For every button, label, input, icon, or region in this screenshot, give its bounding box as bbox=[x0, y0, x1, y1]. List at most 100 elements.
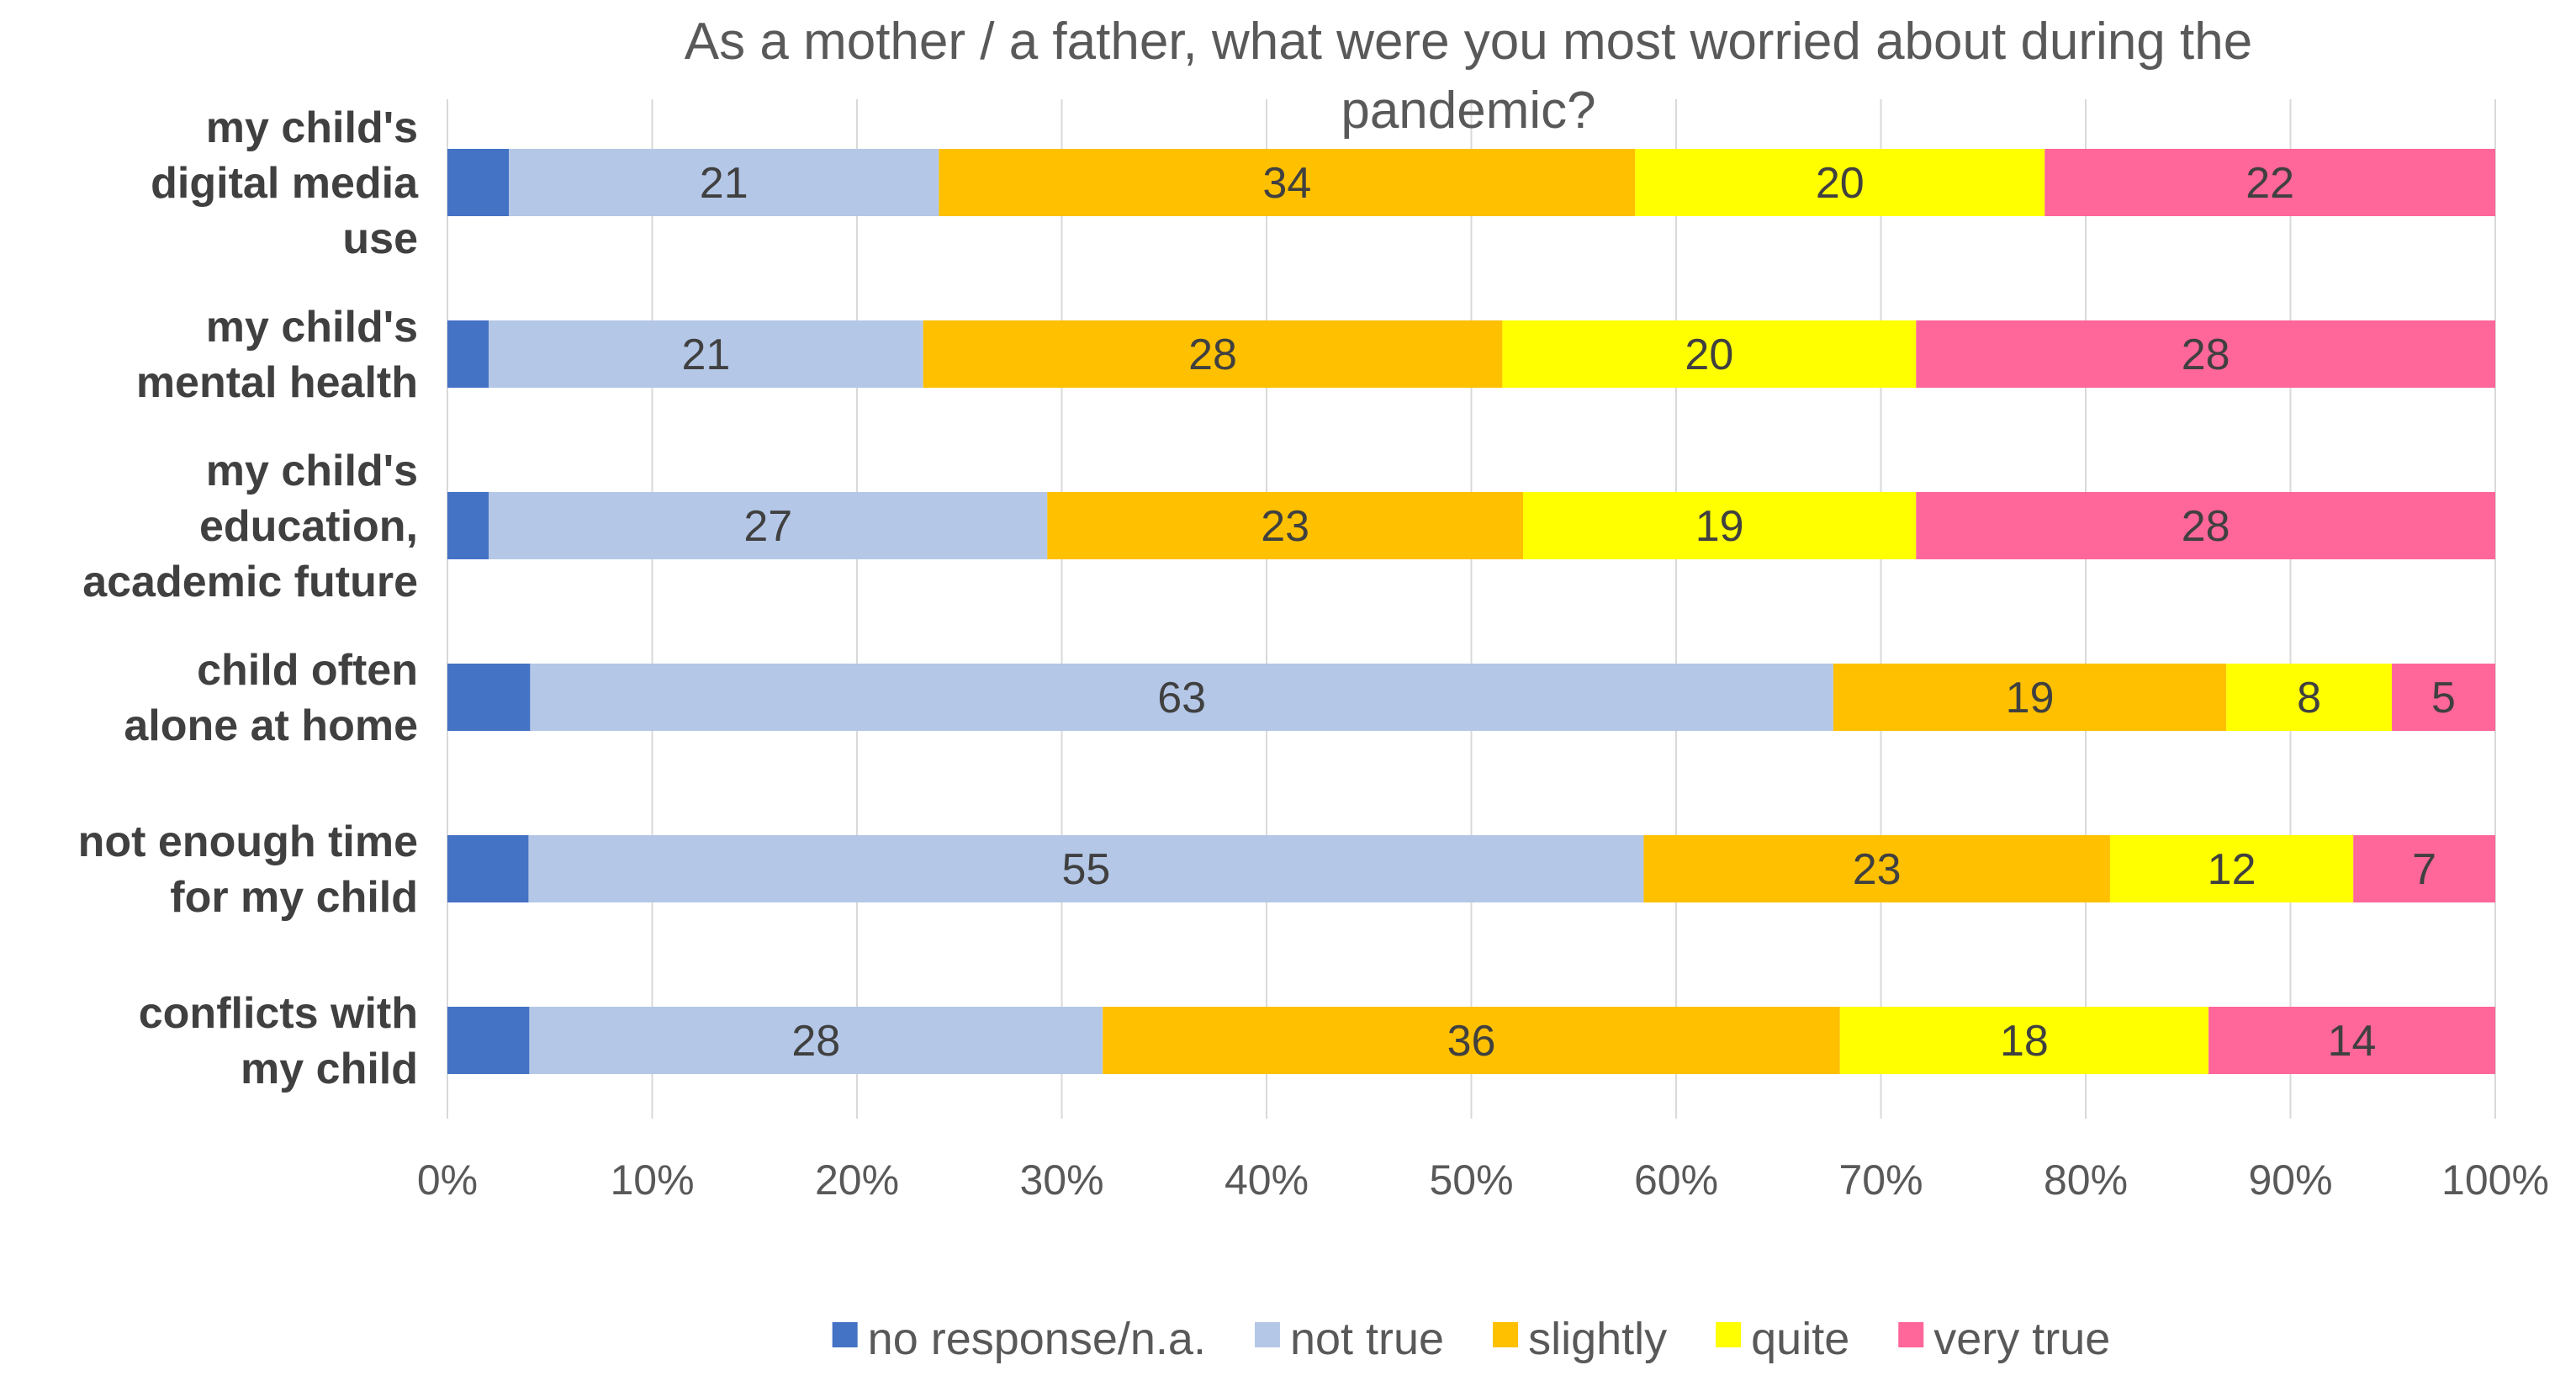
bar-segment bbox=[1916, 492, 2495, 559]
legend-swatch bbox=[1716, 1322, 1742, 1347]
category-label: not enough time bbox=[78, 818, 418, 866]
category-label: conflicts with bbox=[139, 989, 418, 1038]
x-tick-label: 20% bbox=[815, 1156, 899, 1204]
bar-segment bbox=[1839, 1007, 2209, 1074]
chart-title-line: pandemic? bbox=[1341, 82, 1595, 140]
data-label: 12 bbox=[2208, 845, 2256, 894]
data-label: 7 bbox=[2412, 845, 2436, 894]
legend-item: slightly bbox=[1493, 1314, 1667, 1364]
x-tick-label: 50% bbox=[1429, 1156, 1513, 1204]
data-label: 22 bbox=[2245, 159, 2294, 208]
category-label: child often bbox=[197, 646, 418, 695]
bar-segment bbox=[1635, 149, 2045, 216]
bar-segment bbox=[1643, 835, 2110, 902]
data-label: 34 bbox=[1262, 159, 1311, 208]
data-label: 5 bbox=[2431, 674, 2456, 722]
x-tick-label: 10% bbox=[610, 1156, 694, 1204]
gridlines bbox=[447, 99, 2496, 1119]
legend-label: not true bbox=[1290, 1314, 1444, 1364]
x-axis: 0% 10% 20% 30% 40% 50% 60% 70% 80% 90% 100% bbox=[417, 1156, 2549, 1204]
legend-item: not true bbox=[1254, 1314, 1444, 1364]
data-label: 28 bbox=[1188, 331, 1237, 379]
bar-segment bbox=[447, 492, 489, 559]
bar-segment bbox=[1916, 320, 2495, 388]
category-label: my child's bbox=[206, 103, 418, 152]
x-tick-label: 100% bbox=[2441, 1156, 2549, 1204]
legend-item: no response/n.a. bbox=[832, 1314, 1206, 1364]
chart-title: As a mother / a father, what were you mo… bbox=[685, 13, 2252, 140]
bar-segment bbox=[1833, 664, 2227, 731]
data-label: 19 bbox=[1695, 502, 1744, 551]
legend-label: slightly bbox=[1528, 1314, 1667, 1364]
category-axis: my child's digital media use my child's ment… bbox=[78, 103, 419, 1093]
category-label: my child's bbox=[206, 447, 418, 495]
x-tick-label: 90% bbox=[2248, 1156, 2332, 1204]
bar-segment bbox=[1502, 320, 1917, 388]
bar-segment bbox=[489, 320, 923, 388]
bar-segment bbox=[447, 1007, 530, 1074]
data-label: 21 bbox=[700, 159, 748, 208]
bar-segment bbox=[939, 149, 1636, 216]
x-tick-label: 40% bbox=[1225, 1156, 1309, 1204]
data-label: 19 bbox=[2006, 674, 2055, 722]
category-label: for my child bbox=[170, 873, 418, 922]
bar-segment bbox=[2226, 664, 2393, 731]
data-label: 27 bbox=[743, 502, 792, 551]
category-label: academic future bbox=[82, 558, 418, 606]
category-label: alone at home bbox=[124, 701, 418, 750]
bar-segment bbox=[2044, 149, 2495, 216]
data-label: 63 bbox=[1157, 674, 1206, 722]
bar-segment bbox=[447, 320, 489, 388]
x-tick-label: 80% bbox=[2044, 1156, 2128, 1204]
data-label: 20 bbox=[1685, 331, 1733, 379]
x-tick-label: 30% bbox=[1019, 1156, 1103, 1204]
category-label: use bbox=[342, 214, 418, 263]
bar-segment bbox=[529, 1007, 1103, 1074]
bar-segment bbox=[2208, 1007, 2495, 1074]
data-label: 28 bbox=[2182, 502, 2230, 551]
category-label: mental health bbox=[136, 358, 418, 407]
data-label: 28 bbox=[2182, 331, 2230, 379]
legend-swatch bbox=[832, 1322, 858, 1347]
legend-label: no response/n.a. bbox=[868, 1314, 1206, 1364]
bar-segment bbox=[509, 149, 939, 216]
category-label: my child's bbox=[206, 303, 418, 352]
bar-segment bbox=[2109, 835, 2354, 902]
data-label: 20 bbox=[1816, 159, 1865, 208]
legend-label: quite bbox=[1751, 1314, 1849, 1364]
category-label: education, bbox=[199, 502, 418, 551]
data-label: 18 bbox=[2000, 1017, 2049, 1066]
data-label: 14 bbox=[2328, 1017, 2377, 1066]
legend-swatch bbox=[1493, 1322, 1519, 1347]
legend-swatch bbox=[1898, 1322, 1924, 1347]
chart-title-line: As a mother / a father, what were you mo… bbox=[685, 13, 2252, 71]
legend-item: quite bbox=[1716, 1314, 1849, 1364]
bar-segment bbox=[447, 149, 510, 216]
bar-segment bbox=[923, 320, 1503, 388]
category-label: digital media bbox=[151, 159, 419, 208]
bar-segment bbox=[447, 664, 531, 731]
data-label: 8 bbox=[2297, 674, 2321, 722]
data-label: 28 bbox=[791, 1017, 840, 1066]
bar-segment bbox=[1103, 1007, 1840, 1074]
x-tick-label: 0% bbox=[417, 1156, 478, 1204]
x-tick-label: 60% bbox=[1634, 1156, 1718, 1204]
data-label: 55 bbox=[1062, 845, 1111, 894]
data-label: 36 bbox=[1447, 1017, 1496, 1066]
bar-segment bbox=[2353, 835, 2495, 902]
x-tick-label: 70% bbox=[1838, 1156, 1923, 1204]
bar-segment bbox=[489, 492, 1048, 559]
legend-item: very true bbox=[1898, 1314, 2110, 1364]
data-label: 23 bbox=[1261, 502, 1309, 551]
bar-segment bbox=[528, 835, 1644, 902]
bar-segment bbox=[447, 835, 529, 902]
bar-segment bbox=[1047, 492, 1523, 559]
bar-segment bbox=[530, 664, 1833, 731]
data-label: 21 bbox=[682, 331, 731, 379]
legend-label: very true bbox=[1933, 1314, 2110, 1364]
bar-segment bbox=[1522, 492, 1917, 559]
bar-segment bbox=[2392, 664, 2495, 731]
data-label: 23 bbox=[1853, 845, 1902, 894]
